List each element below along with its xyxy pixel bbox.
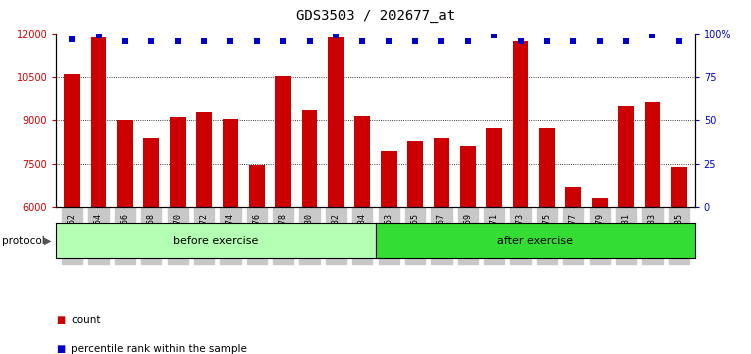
Point bbox=[567, 38, 579, 44]
Bar bbox=[328, 36, 344, 207]
Bar bbox=[487, 127, 502, 207]
Point bbox=[620, 38, 632, 44]
Text: percentile rank within the sample: percentile rank within the sample bbox=[71, 344, 247, 354]
Point bbox=[436, 38, 448, 44]
Bar bbox=[381, 151, 397, 207]
Text: GDS3503 / 202677_at: GDS3503 / 202677_at bbox=[296, 9, 455, 23]
Text: protocol: protocol bbox=[2, 236, 44, 246]
Point bbox=[647, 33, 659, 38]
Text: ■: ■ bbox=[56, 315, 65, 325]
Bar bbox=[143, 138, 159, 207]
Point bbox=[488, 33, 500, 38]
Bar bbox=[276, 75, 291, 207]
Point bbox=[92, 33, 104, 38]
Bar bbox=[671, 167, 686, 207]
Bar bbox=[354, 116, 370, 207]
Point bbox=[303, 38, 315, 44]
Bar bbox=[91, 36, 107, 207]
Text: count: count bbox=[71, 315, 101, 325]
Bar bbox=[433, 138, 449, 207]
Point bbox=[594, 38, 606, 44]
Bar bbox=[460, 147, 475, 207]
Point bbox=[66, 36, 78, 42]
Text: after exercise: after exercise bbox=[497, 236, 573, 246]
Point bbox=[673, 38, 685, 44]
Point bbox=[198, 38, 210, 44]
Point bbox=[145, 38, 157, 44]
Text: ■: ■ bbox=[56, 344, 65, 354]
Point bbox=[172, 38, 184, 44]
Point bbox=[330, 33, 342, 38]
Bar bbox=[644, 102, 660, 207]
Point bbox=[383, 38, 395, 44]
Point bbox=[119, 38, 131, 44]
Point bbox=[541, 38, 553, 44]
Bar bbox=[249, 165, 264, 207]
Point bbox=[514, 38, 526, 44]
Bar bbox=[539, 127, 555, 207]
Point bbox=[277, 38, 289, 44]
Bar bbox=[170, 118, 185, 207]
Bar bbox=[407, 141, 423, 207]
Point bbox=[356, 38, 368, 44]
Text: before exercise: before exercise bbox=[173, 236, 258, 246]
Bar bbox=[513, 41, 529, 207]
Point bbox=[409, 38, 421, 44]
Text: ▶: ▶ bbox=[44, 236, 52, 246]
Bar bbox=[65, 74, 80, 207]
Bar bbox=[618, 106, 634, 207]
Bar bbox=[592, 198, 608, 207]
Bar bbox=[117, 120, 133, 207]
Bar bbox=[302, 110, 318, 207]
Point bbox=[225, 38, 237, 44]
Point bbox=[462, 38, 474, 44]
Bar bbox=[196, 112, 212, 207]
Bar bbox=[222, 119, 238, 207]
Bar bbox=[566, 187, 581, 207]
Point bbox=[251, 38, 263, 44]
